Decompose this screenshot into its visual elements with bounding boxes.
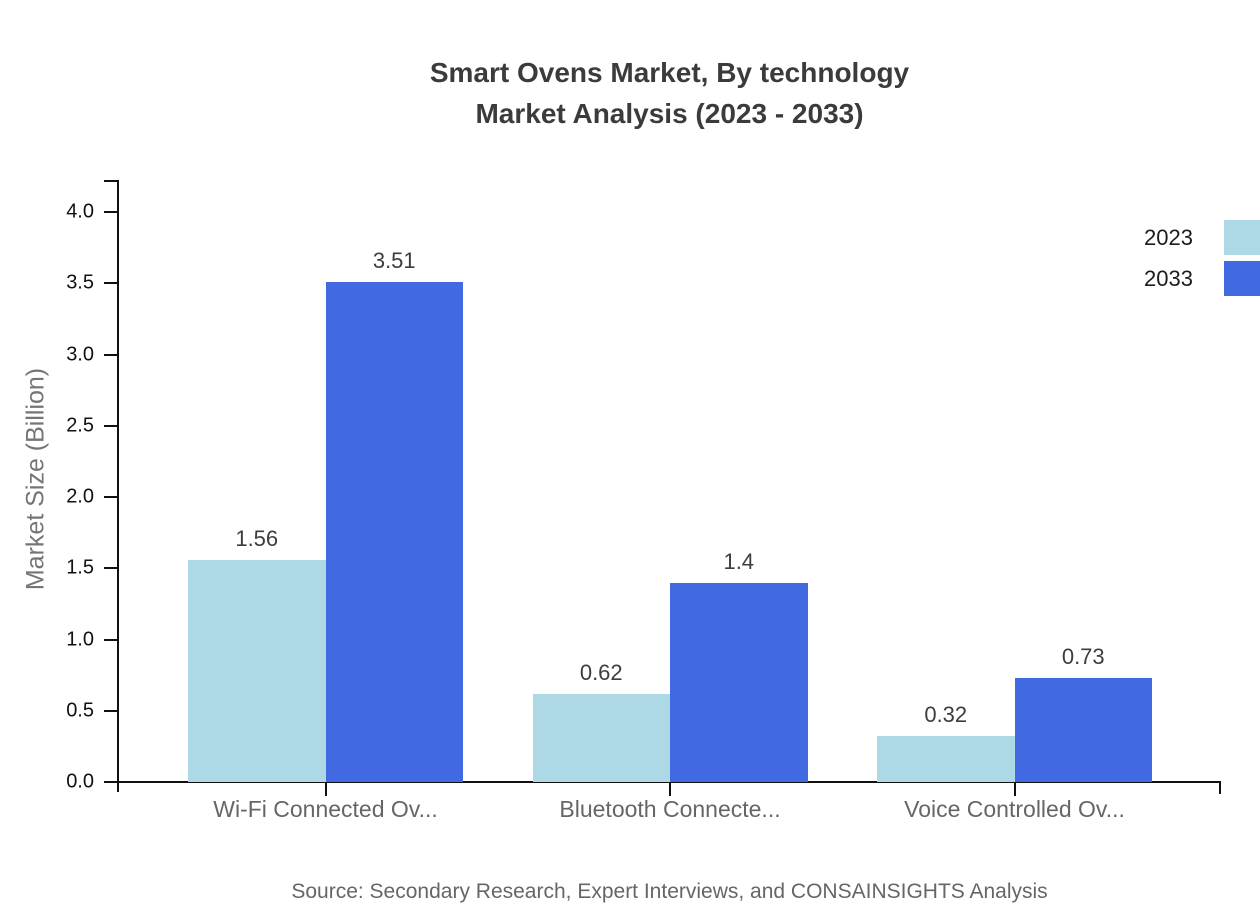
bar-value-label: 3.51 bbox=[372, 247, 416, 273]
x-tick bbox=[1013, 782, 1016, 796]
chart-title-line1: Smart Ovens Market, By technology bbox=[429, 57, 910, 88]
legend-swatch-2023 bbox=[1224, 220, 1260, 255]
y-tick-label: 0.0 bbox=[66, 770, 94, 793]
bar-value-label: 0.73 bbox=[1061, 643, 1105, 669]
legend: 2023 2033 bbox=[1144, 220, 1260, 302]
y-tick-label: 3.0 bbox=[66, 343, 94, 365]
y-tick bbox=[104, 638, 118, 641]
bar-value-label: 1.56 bbox=[235, 525, 279, 551]
source-note: Source: Secondary Research, Expert Inter… bbox=[291, 880, 1048, 903]
bar-2023-2 bbox=[877, 736, 1015, 782]
y-tick bbox=[104, 781, 118, 783]
bar-2023-1 bbox=[532, 693, 670, 782]
bar-value-label: 0.62 bbox=[579, 659, 623, 685]
x-category-label: Voice Controlled Ov... bbox=[904, 796, 1125, 822]
legend-label-2033: 2033 bbox=[1144, 265, 1193, 291]
y-tick bbox=[104, 496, 118, 498]
legend-item-2033: 2033 bbox=[1144, 261, 1260, 296]
y-tick bbox=[104, 211, 118, 213]
x-category-label: Bluetooth Connecte... bbox=[559, 796, 781, 822]
y-tick-label: 4.0 bbox=[66, 200, 94, 223]
bar-value-label: 1.4 bbox=[723, 548, 755, 574]
y-tick bbox=[104, 424, 118, 427]
y-tick-label: 1.0 bbox=[66, 628, 94, 650]
y-tick-label: 2.5 bbox=[66, 414, 94, 437]
y-axis-endcap bbox=[104, 180, 118, 182]
legend-swatch-2033 bbox=[1224, 261, 1260, 296]
x-tick bbox=[669, 782, 671, 796]
y-tick bbox=[104, 709, 118, 712]
legend-label-2023: 2023 bbox=[1144, 224, 1193, 250]
bar-2023-0 bbox=[188, 559, 326, 782]
y-tick-label: 0.5 bbox=[66, 699, 94, 722]
bar-2033-0 bbox=[325, 281, 463, 782]
x-tick bbox=[324, 782, 327, 796]
bar-2033-2 bbox=[1014, 677, 1152, 782]
bar-value-label: 0.32 bbox=[924, 702, 968, 728]
bar-2033-1 bbox=[670, 582, 808, 782]
y-tick-label: 3.5 bbox=[66, 271, 94, 294]
x-category-label: Wi-Fi Connected Ov... bbox=[213, 796, 438, 822]
y-axis-line bbox=[117, 180, 119, 792]
y-tick bbox=[104, 567, 118, 570]
legend-item-2023: 2023 bbox=[1144, 220, 1260, 255]
chart-title: Smart Ovens Market, By technology Market… bbox=[118, 52, 1221, 134]
x-axis-endcap bbox=[1219, 782, 1221, 794]
y-tick bbox=[104, 282, 118, 285]
y-tick-label: 2.0 bbox=[66, 485, 94, 508]
y-tick bbox=[104, 353, 118, 356]
chart-title-line2: Market Analysis (2023 - 2033) bbox=[475, 98, 864, 129]
x-axis-line bbox=[104, 781, 1221, 783]
y-tick-label: 1.5 bbox=[66, 556, 94, 579]
